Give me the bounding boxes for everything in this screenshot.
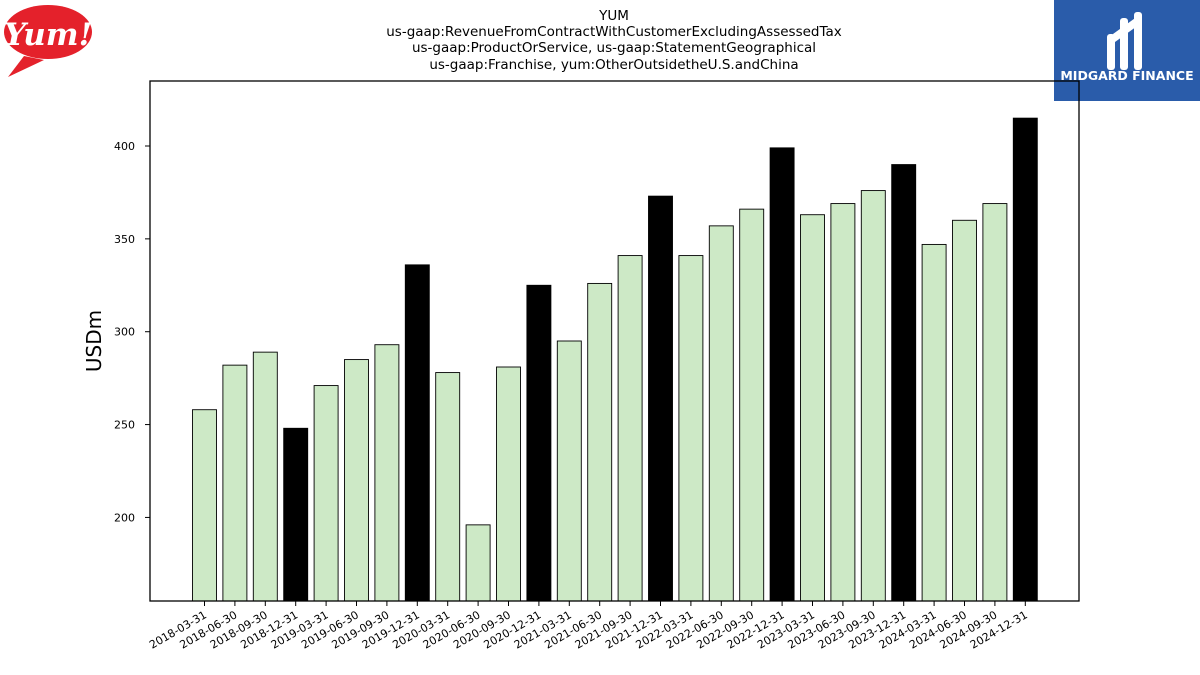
- midgard-mark-icon: [1107, 12, 1142, 70]
- chart-title-line: us-gaap:ProductOrService, us-gaap:Statem…: [412, 40, 816, 56]
- bar-2022-06-30: [708, 225, 734, 602]
- chart-title: YUM us-gaap:RevenueFromContractWithCusto…: [386, 8, 842, 73]
- bar-2024-12-31: [1012, 117, 1038, 602]
- yum-logo: Yum!: [4, 5, 92, 77]
- x-axis-ticks: 2018-03-312018-06-302018-09-302018-12-31…: [147, 601, 1030, 652]
- bar-2024-09-30: [982, 203, 1008, 602]
- midgard-finance-logo: MIDGARD FINANCE: [1054, 0, 1200, 101]
- bar-2018-03-31: [192, 409, 217, 602]
- bar-2020-06-30: [465, 524, 491, 602]
- bar-2019-03-31: [313, 385, 339, 602]
- bar-2020-03-31: [435, 372, 461, 602]
- bar-2022-03-31: [678, 255, 704, 602]
- bar-2021-03-31: [556, 340, 582, 602]
- bar-2020-12-31: [526, 284, 552, 602]
- chart-title-line: us-gaap:Franchise, yum:OtherOutsidetheU.…: [429, 57, 798, 73]
- bar-2021-09-30: [617, 255, 643, 602]
- bar-2023-03-31: [800, 214, 825, 602]
- bar-2023-12-31: [891, 164, 917, 602]
- y-tick-label: 250: [114, 419, 135, 432]
- bar-2019-09-30: [374, 344, 400, 602]
- bar-2022-09-30: [739, 208, 765, 602]
- midgard-logo-text: MIDGARD FINANCE: [1060, 68, 1193, 83]
- bar-2021-12-31: [648, 195, 673, 602]
- y-tick-label: 350: [114, 233, 135, 246]
- yum-logo-bubble: [4, 5, 92, 59]
- bar-2022-12-31: [769, 147, 795, 602]
- bar-2023-09-30: [860, 190, 886, 602]
- chart-title-line: YUM: [598, 8, 629, 24]
- bar-2019-06-30: [344, 359, 369, 602]
- y-axis-ticks: 200 250 300 350 400: [114, 140, 150, 524]
- bar-2024-06-30: [952, 219, 977, 602]
- bar-group: [192, 117, 1038, 602]
- bar-2019-12-31: [404, 264, 430, 602]
- y-axis-label: USDm: [82, 310, 106, 372]
- bar-2021-06-30: [587, 282, 613, 602]
- bar-2023-06-30: [830, 203, 856, 602]
- plot-frame: [149, 80, 1080, 602]
- bar-2020-09-30: [496, 366, 521, 602]
- chart-title-line: us-gaap:RevenueFromContractWithCustomerE…: [386, 24, 842, 40]
- bar-2018-06-30: [222, 364, 248, 602]
- bar-2018-12-31: [283, 427, 309, 602]
- bar-2018-09-30: [252, 351, 278, 602]
- y-tick-label: 300: [114, 326, 135, 339]
- y-tick-label: 200: [114, 511, 135, 524]
- yum-logo-bubble-tail: [8, 56, 44, 77]
- yum-logo-text: Yum!: [4, 17, 92, 53]
- bar-2024-03-31: [921, 243, 947, 602]
- y-tick-label: 400: [114, 140, 135, 153]
